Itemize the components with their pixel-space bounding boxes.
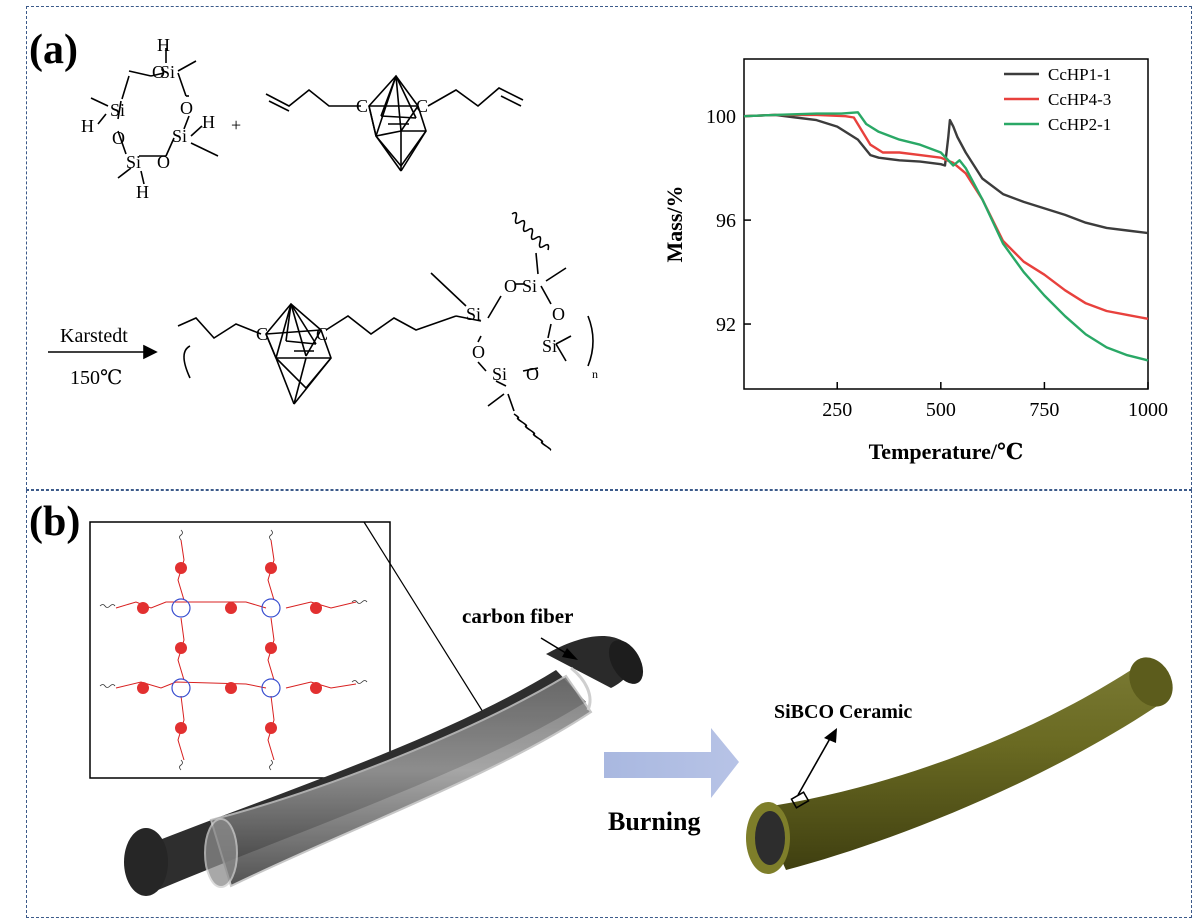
reaction-scheme: O Si H O Si H Si H O Si O H + C C C C Si…	[48, 35, 598, 451]
burning-arrow	[604, 728, 739, 798]
x-tick-label: 500	[926, 399, 956, 421]
panel-a-label: (a)	[29, 27, 78, 73]
atom-label: C	[256, 324, 268, 344]
diallyl-carborane-monomer	[265, 74, 524, 172]
tga-chart: 92 96 100 250 500 750 1000 CcHP1-1 CcHP4-3 CcHP…	[662, 58, 1168, 464]
fiber-illustration: carbon fiber Burning SiBCO Ceramic	[89, 521, 1173, 896]
atom-label: Si	[172, 126, 187, 146]
panel-b: (b)	[26, 490, 1192, 918]
atom-label: C	[356, 96, 368, 116]
catalyst-label: Karstedt	[60, 325, 128, 347]
cyclosiloxane-monomer	[90, 48, 219, 185]
atom-label: Si	[110, 100, 125, 120]
sibco-ceramic-tube	[746, 657, 1173, 874]
polymer-network-inset	[89, 521, 391, 779]
x-tick-label: 750	[1029, 399, 1059, 421]
atom-label: O	[552, 304, 565, 324]
burning-label: Burning	[608, 807, 701, 836]
legend-entry-label: CcHP2-1	[1048, 115, 1111, 134]
plot-frame	[743, 58, 1149, 390]
x-tick-label: 250	[822, 399, 852, 421]
atom-label: H	[136, 182, 149, 202]
series-line-CcHP4-3	[743, 113, 1149, 320]
atom-label: C	[316, 324, 328, 344]
atom-label: O	[157, 152, 170, 172]
y-tick-label: 92	[716, 314, 736, 336]
atom-label: H	[202, 112, 215, 132]
atom-label: C	[416, 96, 428, 116]
x-axis-title: Temperature/℃	[869, 439, 1024, 464]
y-tick-label: 100	[706, 106, 736, 128]
atom-label: H	[157, 35, 170, 55]
atom-label: Si	[160, 62, 175, 82]
atom-label: O	[112, 128, 125, 148]
carbon-fiber-label: carbon fiber	[462, 604, 573, 628]
polymer-product	[177, 211, 594, 451]
plus-sign: +	[231, 115, 241, 135]
atom-label: Si	[492, 364, 507, 384]
atom-label: O	[504, 276, 517, 296]
series-line-CcHP1-1	[743, 113, 1149, 235]
ceramic-pointer	[790, 728, 837, 809]
atom-label: O	[180, 98, 193, 118]
repeat-index: n	[592, 367, 598, 381]
coated-carbon-fiber	[124, 635, 644, 896]
panel-b-label: (b)	[29, 499, 81, 545]
atom-label: Si	[522, 276, 537, 296]
legend-entry-label: CcHP1-1	[1048, 65, 1111, 84]
x-tick-label: 1000	[1128, 399, 1168, 421]
sibco-ceramic-label: SiBCO Ceramic	[774, 701, 912, 723]
y-tick-label: 96	[716, 210, 736, 232]
atom-label: H	[81, 116, 94, 136]
atom-label: O	[526, 364, 539, 384]
temperature-label: 150℃	[70, 367, 122, 389]
panel-a: (a)	[26, 6, 1192, 490]
y-axis-title: Mass/%	[662, 186, 687, 263]
atom-label: Si	[126, 152, 141, 172]
atom-label: Si	[542, 336, 557, 356]
legend-entry-label: CcHP4-3	[1048, 90, 1111, 109]
series-line-CcHP2-1	[743, 111, 1149, 362]
atom-label: O	[472, 342, 485, 362]
carbon-fiber-pointer	[540, 637, 578, 660]
reaction-arrow	[48, 344, 158, 360]
atom-label: Si	[466, 304, 481, 324]
atom-label: O	[152, 62, 165, 82]
